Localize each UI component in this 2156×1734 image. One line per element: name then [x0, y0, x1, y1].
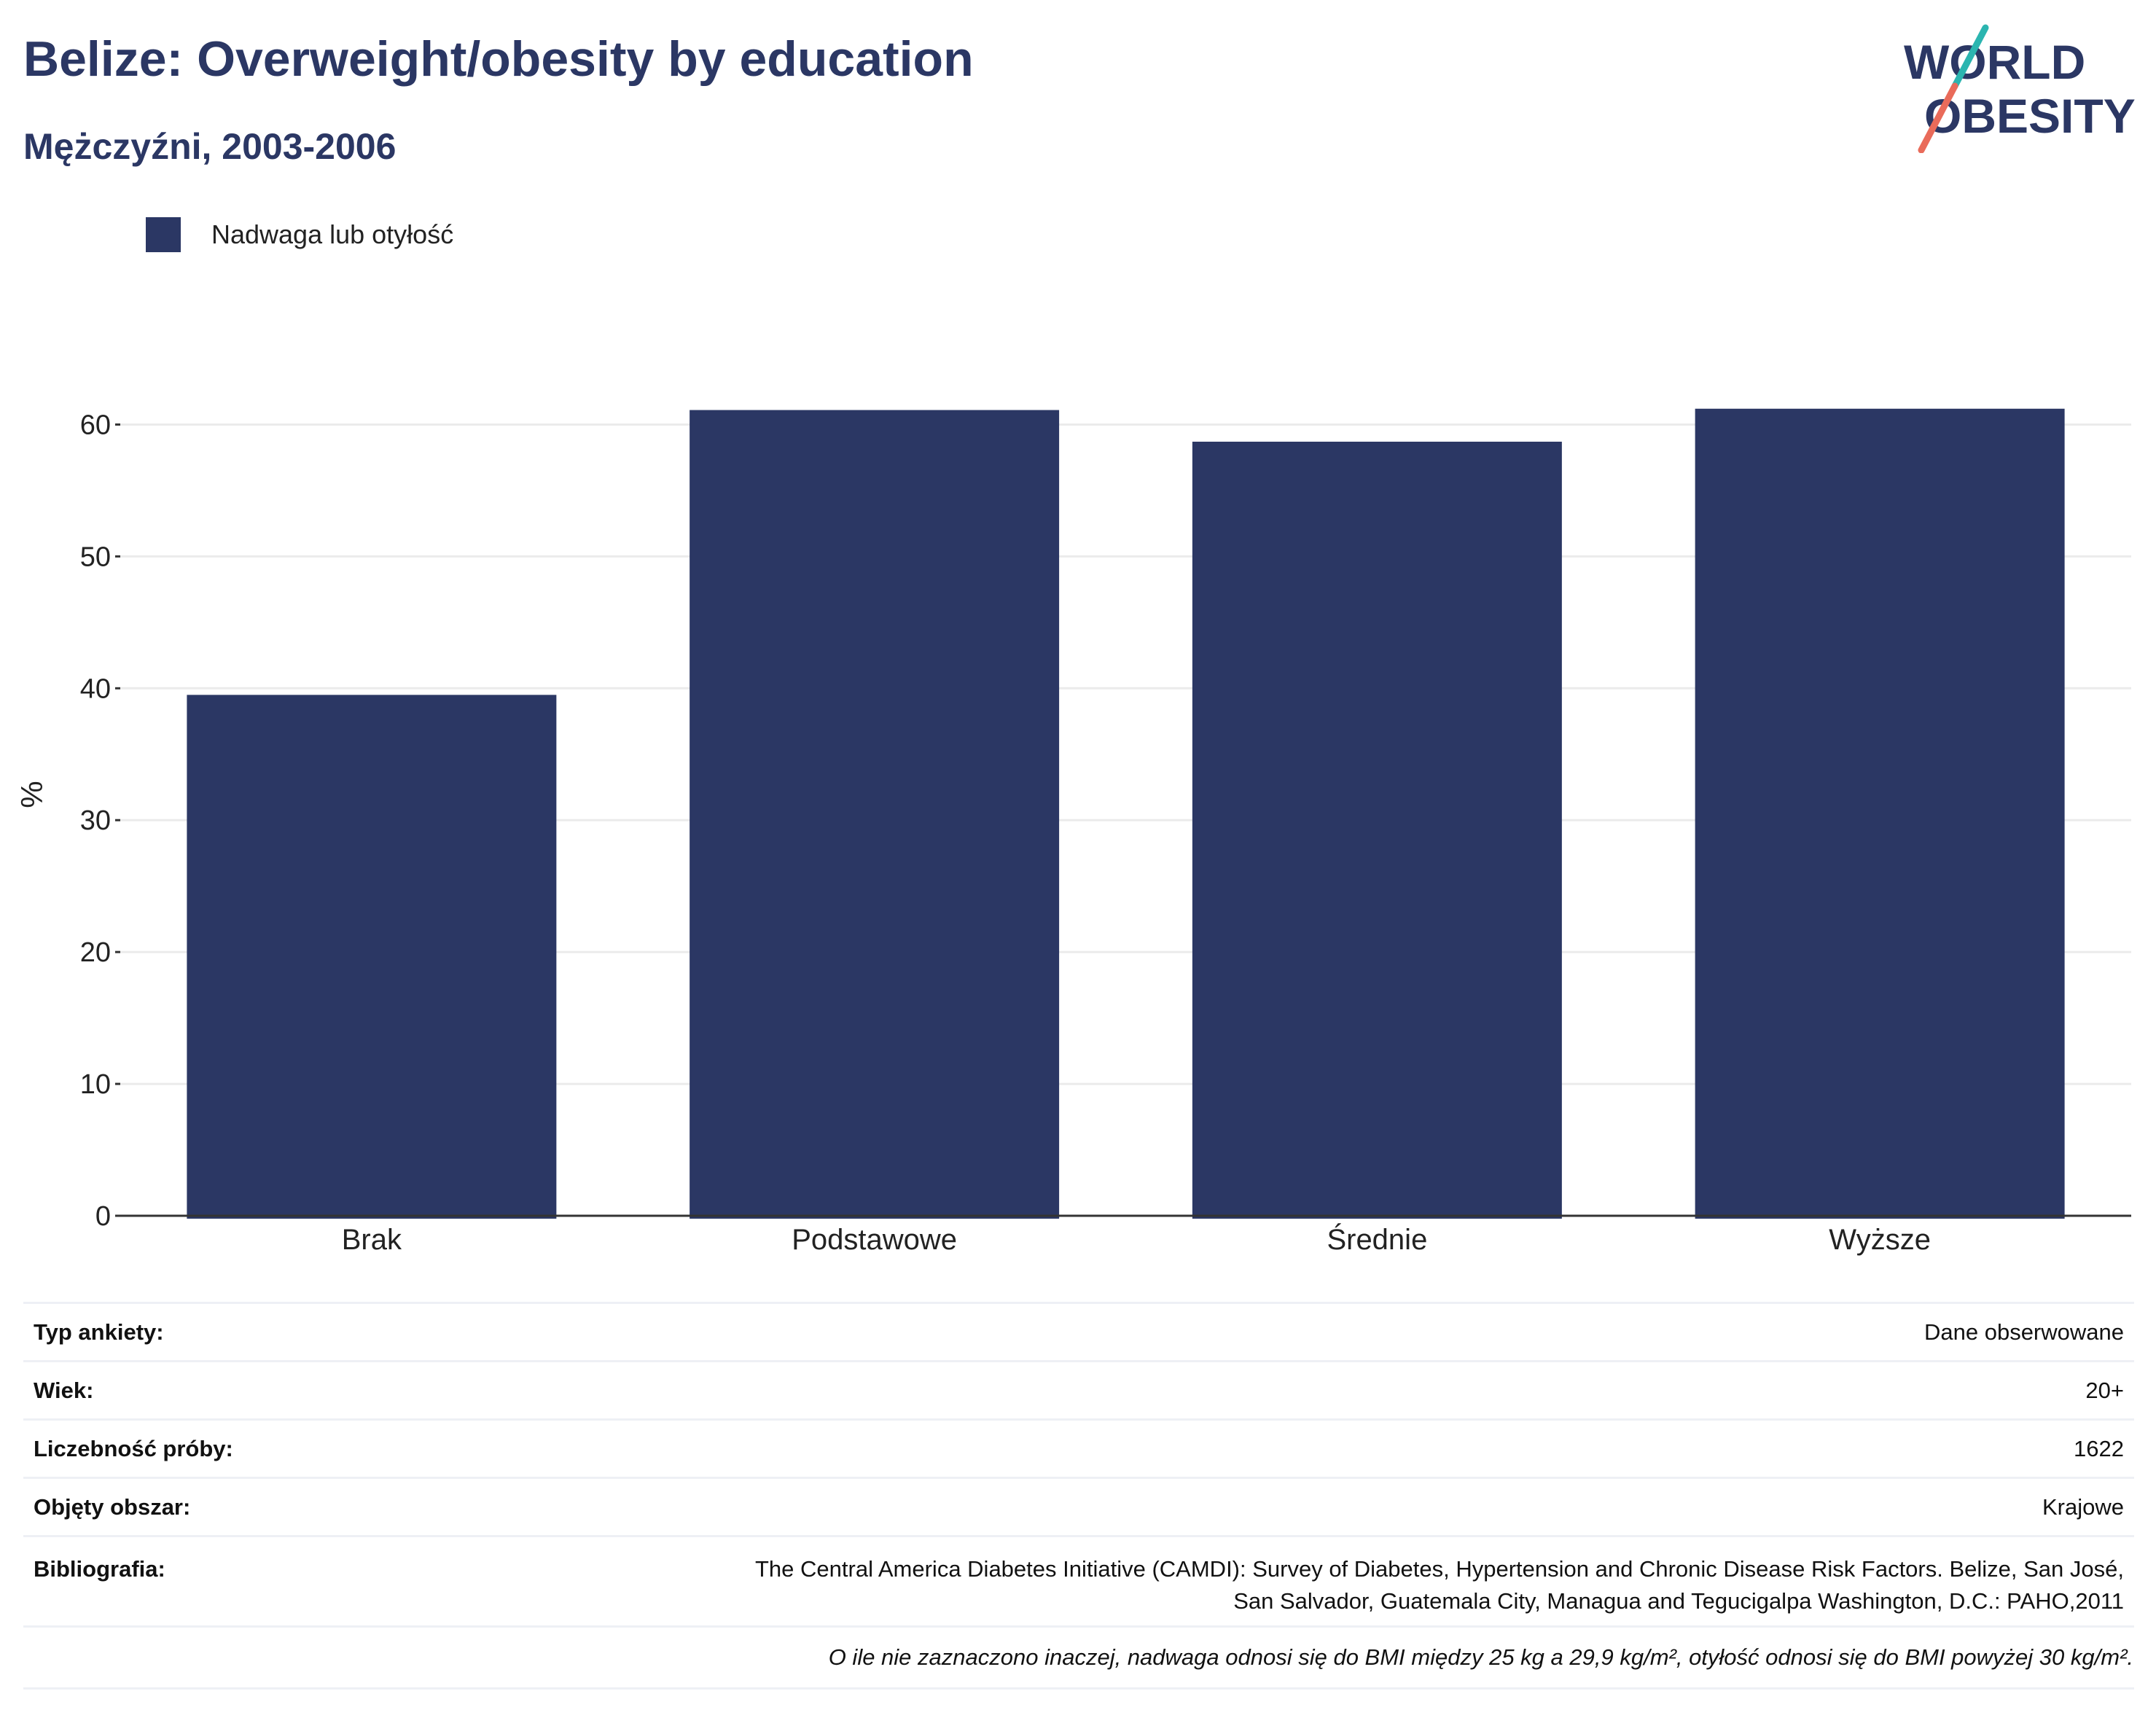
bar-2[interactable] — [1192, 441, 1562, 1219]
info-value: Krajowe — [2042, 1493, 2124, 1520]
x-category-label: Podstawowe — [792, 1224, 957, 1256]
info-value: 1622 — [2074, 1435, 2124, 1461]
info-value: Dane obserwowane — [1923, 1319, 2124, 1345]
note-text: O ile nie zaznaczono inaczej, nadwaga od… — [828, 1644, 2133, 1670]
legend-swatch — [146, 217, 181, 252]
bars — [187, 408, 2065, 1219]
y-tick-label: 0 — [95, 1201, 111, 1232]
bar-chart: 0 10 20 30 40 50 60 Brak Podstawowe Średnie Wyższ… — [15, 408, 2131, 1256]
info-value: 20+ — [2085, 1377, 2124, 1403]
y-tick-label: 30 — [80, 805, 111, 836]
y-axis-title: % — [15, 781, 49, 808]
info-row-area-covered: Objęty obszar: Krajowe — [23, 1477, 2134, 1536]
chart-legend[interactable]: Nadwaga lub otyłość — [146, 217, 453, 252]
bibliography-line2: San Salvador, Guatemala City, Managua an… — [1233, 1588, 2124, 1614]
x-category-label: Brak — [342, 1224, 402, 1256]
logo-line2: OBESITY — [1924, 89, 2136, 143]
info-key: Objęty obszar: — [34, 1493, 191, 1520]
logo-slash-top — [1951, 24, 1989, 90]
info-key: Liczebność próby: — [34, 1435, 233, 1461]
y-tick-label: 20 — [80, 937, 111, 968]
info-row-survey-type: Typ ankiety: Dane obserwowane — [23, 1303, 2134, 1362]
bar-0[interactable] — [187, 695, 557, 1219]
definition-note: O ile nie zaznaczono inaczej, nadwaga od… — [23, 1626, 2134, 1689]
info-key: Typ ankiety: — [34, 1319, 164, 1345]
info-key: Wiek: — [34, 1377, 94, 1403]
y-tick-label: 40 — [80, 673, 111, 704]
info-row-sample-size: Liczebność próby: 1622 — [23, 1419, 2134, 1478]
world-obesity-logo: WORLD OBESITY — [1904, 24, 2136, 153]
y-axis-ticks: 0 10 20 30 40 50 60 — [80, 410, 120, 1232]
logo-slash-bottom — [1918, 82, 1958, 153]
y-tick-label: 10 — [80, 1069, 111, 1100]
x-category-label: Średnie — [1327, 1222, 1427, 1256]
x-category-label: Wyższe — [1829, 1224, 1931, 1256]
chart-title: Belize: Overweight/obesity by education — [23, 31, 974, 87]
x-axis-categories: Brak Podstawowe Średnie Wyższe — [342, 1222, 1931, 1256]
chart-subtitle: Mężczyźni, 2003-2006 — [23, 126, 397, 167]
info-key: Bibliografia: — [34, 1556, 165, 1582]
bar-3[interactable] — [1695, 408, 2065, 1219]
info-table: Typ ankiety: Dane obserwowane Wiek: 20+ … — [23, 1302, 2134, 1690]
info-value: The Central America Diabetes Initiative … — [350, 1536, 2134, 1627]
y-tick-label: 60 — [80, 410, 111, 440]
logo-line1: WORLD — [1904, 35, 2085, 89]
info-row-bibliography: Bibliografia: The Central America Diabet… — [23, 1536, 2134, 1627]
bar-1[interactable] — [690, 410, 1060, 1219]
bibliography-line1: The Central America Diabetes Initiative … — [755, 1556, 2124, 1582]
y-tick-label: 50 — [80, 542, 111, 572]
info-row-age: Wiek: 20+ — [23, 1361, 2134, 1420]
legend-label: Nadwaga lub otyłość — [211, 219, 454, 249]
